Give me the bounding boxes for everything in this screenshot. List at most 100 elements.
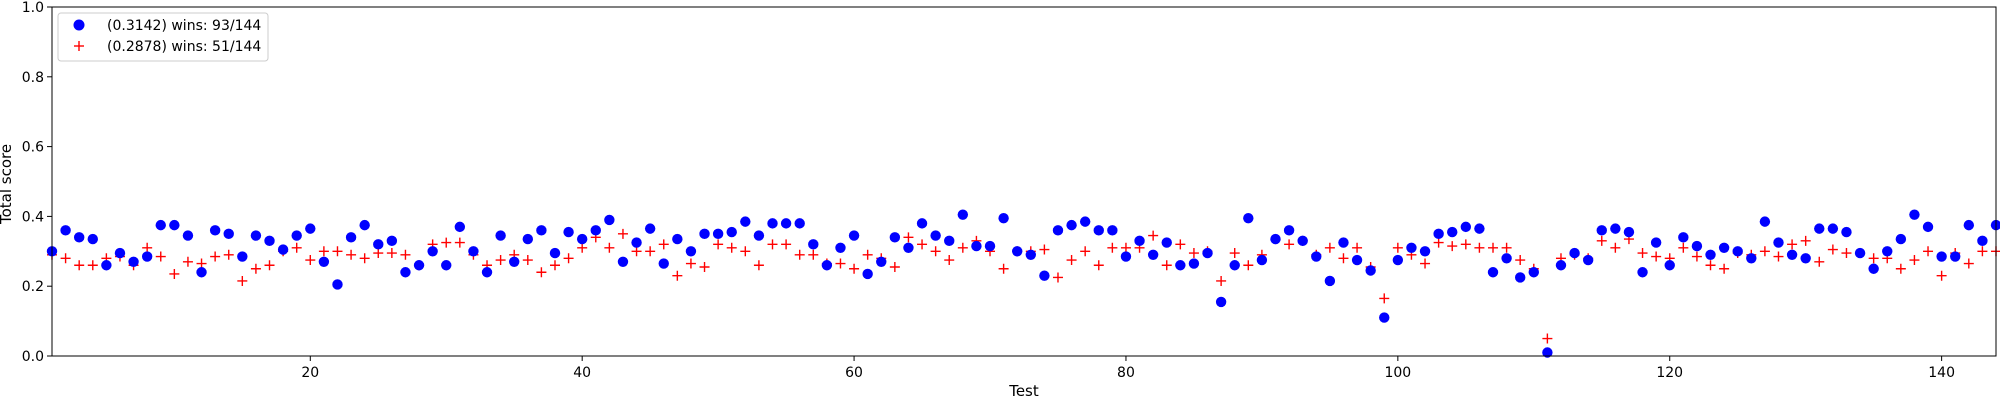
point-circle bbox=[1664, 260, 1675, 271]
point-plus bbox=[373, 248, 384, 259]
point-circle bbox=[808, 239, 819, 250]
point-circle bbox=[644, 223, 656, 234]
point-circle bbox=[209, 225, 221, 236]
point-circle bbox=[1079, 216, 1091, 227]
point-plus bbox=[1610, 242, 1621, 253]
point-plus bbox=[631, 246, 642, 257]
point-plus bbox=[1120, 242, 1131, 253]
point-plus bbox=[944, 255, 955, 266]
point-plus bbox=[359, 253, 370, 264]
point-plus bbox=[1895, 263, 1906, 274]
point-circle bbox=[1746, 253, 1757, 264]
point-circle bbox=[1338, 237, 1349, 248]
point-circle bbox=[712, 228, 724, 240]
point-plus bbox=[1284, 239, 1295, 250]
point-circle bbox=[60, 225, 71, 236]
point-plus bbox=[1052, 272, 1063, 283]
legend-marker-series-1 bbox=[73, 19, 85, 31]
point-circle bbox=[400, 267, 411, 278]
point-circle bbox=[427, 246, 438, 257]
point-circle bbox=[1460, 221, 1472, 233]
point-plus bbox=[1039, 244, 1050, 255]
point-circle bbox=[916, 218, 928, 229]
point-circle bbox=[1841, 226, 1852, 238]
x-tick-label: 60 bbox=[845, 365, 863, 381]
point-circle bbox=[1501, 253, 1512, 264]
point-plus bbox=[1392, 242, 1403, 253]
point-plus bbox=[1243, 260, 1254, 271]
point-plus bbox=[1705, 260, 1716, 271]
point-plus bbox=[60, 253, 71, 264]
point-plus bbox=[699, 262, 710, 273]
point-circle bbox=[359, 219, 370, 231]
point-circle bbox=[1487, 267, 1499, 278]
point-circle bbox=[250, 230, 262, 241]
point-circle bbox=[1705, 249, 1716, 260]
point-plus bbox=[617, 228, 628, 239]
point-plus bbox=[930, 246, 941, 257]
point-circle bbox=[128, 256, 139, 267]
point-circle bbox=[277, 244, 289, 255]
point-plus bbox=[1433, 237, 1444, 248]
point-plus bbox=[1161, 260, 1172, 271]
point-circle bbox=[1718, 242, 1730, 254]
point-circle bbox=[590, 225, 601, 236]
point-circle bbox=[1569, 247, 1580, 259]
point-plus bbox=[155, 251, 166, 262]
point-plus bbox=[1379, 293, 1390, 304]
point-plus bbox=[549, 260, 560, 271]
point-circle bbox=[767, 218, 778, 229]
point-circle bbox=[617, 256, 629, 267]
point-plus bbox=[182, 256, 193, 267]
point-circle bbox=[1311, 251, 1322, 262]
point-circle bbox=[1732, 246, 1743, 257]
point-plus bbox=[291, 242, 302, 253]
point-circle bbox=[780, 218, 792, 229]
point-plus bbox=[835, 258, 846, 269]
point-circle bbox=[1256, 254, 1268, 266]
point-circle bbox=[1854, 247, 1866, 259]
point-plus bbox=[1352, 242, 1363, 253]
point-circle bbox=[903, 242, 914, 254]
point-circle bbox=[862, 268, 873, 280]
point-plus bbox=[1800, 235, 1811, 246]
point-circle bbox=[984, 240, 996, 252]
point-circle bbox=[345, 232, 357, 243]
point-circle bbox=[1066, 219, 1077, 231]
point-plus bbox=[1229, 248, 1240, 259]
point-circle bbox=[1039, 270, 1050, 281]
point-plus bbox=[87, 260, 98, 271]
point-circle bbox=[1365, 265, 1376, 276]
point-circle bbox=[1514, 272, 1526, 283]
point-circle bbox=[672, 233, 683, 245]
point-plus bbox=[1175, 239, 1186, 250]
point-plus bbox=[1759, 246, 1770, 257]
point-circle bbox=[1596, 225, 1607, 236]
point-circle bbox=[563, 226, 574, 238]
point-circle bbox=[1215, 296, 1227, 308]
legend-label-series-1: (0.3142) wins: 93/144 bbox=[107, 18, 261, 34]
point-circle bbox=[1270, 233, 1281, 245]
point-plus bbox=[536, 267, 547, 278]
point-plus bbox=[196, 258, 207, 269]
point-circle bbox=[1582, 254, 1594, 266]
point-plus bbox=[1148, 230, 1159, 241]
point-plus bbox=[685, 258, 696, 269]
legend: (0.3142) wins: 93/144 (0.2878) wins: 51/… bbox=[57, 12, 269, 62]
series-1-markers bbox=[46, 209, 2000, 358]
point-circle bbox=[1909, 209, 1920, 220]
point-plus bbox=[237, 275, 248, 286]
point-circle bbox=[1990, 219, 2000, 231]
point-circle bbox=[971, 240, 982, 252]
point-circle bbox=[1623, 226, 1635, 238]
point-plus bbox=[1637, 248, 1648, 259]
point-circle bbox=[114, 247, 126, 259]
point-circle bbox=[1406, 242, 1417, 254]
point-plus bbox=[1814, 256, 1825, 267]
x-tick-label: 140 bbox=[1928, 365, 1955, 381]
point-plus bbox=[753, 260, 764, 271]
y-tick-label: 0.2 bbox=[22, 279, 44, 295]
point-circle bbox=[1637, 267, 1648, 278]
point-circle bbox=[740, 216, 751, 227]
